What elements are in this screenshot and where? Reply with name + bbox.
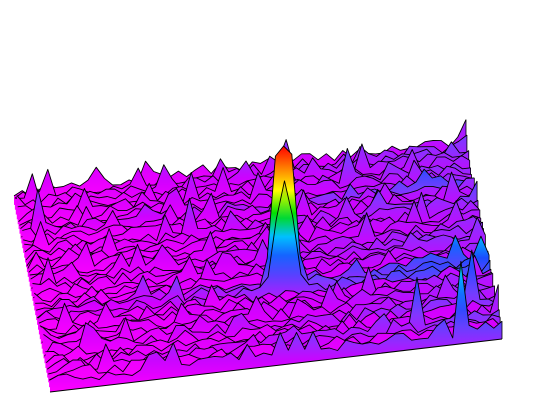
surface-profile-line bbox=[32, 231, 485, 291]
surface-profile-line bbox=[24, 180, 478, 253]
surface-profile-line bbox=[25, 196, 479, 261]
surface-profile-line bbox=[46, 276, 500, 370]
surface-ribbon bbox=[44, 250, 497, 364]
surface-profile-line bbox=[29, 212, 482, 276]
surface-ribbon bbox=[46, 284, 499, 373]
surface-profile-line bbox=[19, 159, 472, 226]
surface-ribbon bbox=[16, 143, 469, 220]
surface-profile-line bbox=[35, 246, 488, 308]
surface-profile-line bbox=[48, 314, 501, 375]
surface-profile-line bbox=[16, 143, 470, 210]
surface-profile-line bbox=[18, 147, 471, 223]
surface-ribbon bbox=[24, 172, 477, 258]
surface-profile-line bbox=[23, 182, 476, 243]
surface-profile-line bbox=[21, 168, 474, 238]
surface-profile-line bbox=[15, 141, 468, 204]
surface-profile-line bbox=[34, 242, 487, 303]
surface-profile-line bbox=[22, 177, 475, 240]
surface-ribbon bbox=[50, 261, 502, 392]
front-baseline bbox=[49, 338, 503, 393]
surface-profile-line bbox=[28, 200, 481, 273]
surface-row bbox=[49, 260, 503, 392]
surface-profile-line bbox=[49, 260, 503, 381]
surface-profile-line bbox=[37, 180, 491, 320]
surface-profile-line bbox=[36, 145, 490, 319]
surface-ribbon bbox=[14, 119, 466, 205]
